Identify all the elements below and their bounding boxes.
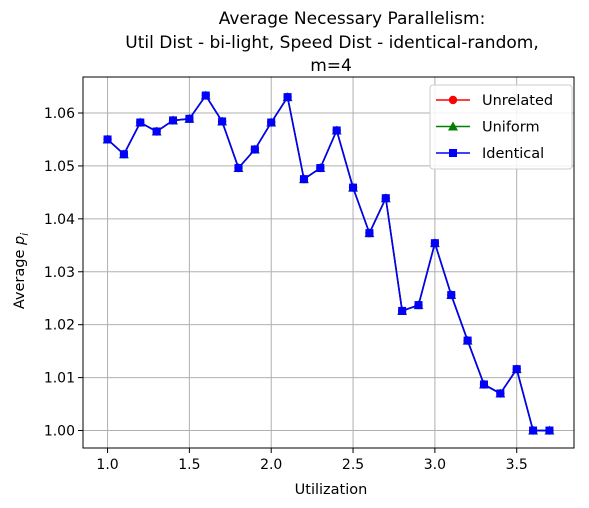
legend-box [429, 84, 573, 170]
legend-item-unrelated: Unrelated [436, 93, 553, 109]
x-axis-label: Utilization [295, 482, 368, 498]
data-point-identical [463, 336, 472, 345]
chart-title-line-2: Util Dist - bi-light, Speed Dist - ident… [125, 33, 538, 53]
series-layer [102, 90, 555, 435]
legend: Unrelated Uniform Identical [429, 84, 573, 170]
data-point-identical [234, 164, 243, 173]
data-point-identical [447, 291, 456, 300]
y-tick-label: 1.03 [44, 265, 75, 281]
x-axis-ticks: 1.0 1.5 2.0 2.5 3.0 3.5 [96, 448, 528, 473]
data-point-identical [332, 126, 341, 135]
y-axis-label-sub: i [19, 233, 31, 236]
data-point-identical [365, 229, 374, 238]
data-point-identical [218, 117, 227, 126]
y-tick-label: 1.02 [44, 318, 75, 334]
data-point-identical [152, 127, 161, 136]
data-point-identical [512, 365, 521, 374]
data-point-identical [414, 301, 423, 310]
data-point-identical [136, 118, 145, 127]
data-point-identical [201, 91, 210, 100]
series-line-identical [107, 94, 550, 432]
data-point-identical [496, 389, 505, 398]
data-point-identical [381, 194, 390, 203]
data-point-identical [398, 306, 407, 315]
data-point-identical [119, 150, 128, 159]
legend-label: Identical [482, 146, 544, 162]
legend-marker-circle [448, 95, 458, 105]
chart-title: Average Necessary Parallelism: Util Dist… [125, 9, 538, 76]
y-tick-label: 1.06 [44, 106, 75, 122]
x-tick-label: 1.0 [96, 457, 118, 473]
y-axis-label-var: p [12, 236, 28, 246]
data-point-identical [169, 116, 178, 125]
chart-title-line-1: Average Necessary Parallelism: [219, 9, 486, 29]
legend-label: Unrelated [482, 93, 553, 109]
legend-marker-square [449, 149, 457, 157]
y-axis-ticks: 1.00 1.01 1.02 1.03 1.04 1.05 1.06 [44, 106, 83, 440]
y-axis-label: Average pi [12, 233, 31, 309]
y-tick-label: 1.05 [44, 159, 75, 175]
legend-item-identical: Identical [436, 146, 544, 162]
x-tick-label: 2.5 [342, 457, 364, 473]
x-tick-label: 3.0 [424, 457, 446, 473]
x-tick-label: 1.5 [178, 457, 200, 473]
chart-title-line-3: m=4 [310, 56, 352, 76]
data-point-identical [349, 183, 358, 192]
data-point-identical [250, 145, 259, 154]
data-point-identical [479, 380, 488, 389]
y-tick-label: 1.01 [44, 371, 75, 387]
data-point-identical [283, 93, 292, 102]
data-point-identical [316, 164, 325, 173]
data-point-identical [103, 135, 112, 144]
data-point-identical [430, 239, 439, 248]
x-tick-label: 2.0 [260, 457, 282, 473]
legend-marker-triangle [448, 121, 458, 131]
data-point-identical [267, 118, 276, 127]
legend-label: Uniform [482, 120, 540, 136]
axes-frame [82, 76, 575, 449]
legend-item-uniform: Uniform [436, 120, 540, 136]
data-point-identical [299, 175, 308, 184]
series-identical [103, 91, 554, 435]
y-tick-label: 1.04 [44, 212, 75, 228]
x-tick-label: 3.5 [506, 457, 528, 473]
data-point-identical [545, 426, 554, 435]
y-tick-label: 1.00 [44, 424, 75, 440]
data-point-identical [529, 426, 538, 435]
data-point-identical [185, 114, 194, 123]
y-axis-label-main: Average [12, 245, 28, 309]
